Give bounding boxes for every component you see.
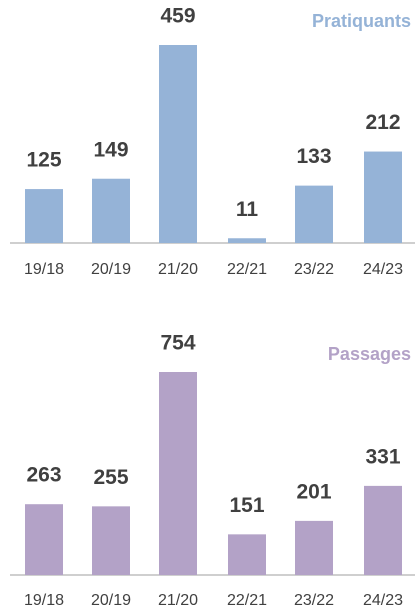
data-label: 149 (93, 138, 128, 161)
x-tick-label: 19/18 (24, 592, 64, 609)
x-tick-label: 21/20 (158, 261, 198, 278)
bar (25, 504, 63, 575)
data-label: 133 (296, 145, 331, 168)
bar (159, 372, 197, 575)
bar (364, 151, 402, 243)
bar (92, 178, 130, 243)
data-label: 125 (26, 149, 61, 172)
data-label: 255 (93, 466, 128, 489)
data-label: 151 (229, 494, 264, 517)
bar (364, 485, 402, 575)
x-tick-label: 23/22 (294, 261, 334, 278)
bar (295, 520, 333, 575)
bar (228, 238, 266, 243)
bar (25, 189, 63, 243)
bar (92, 506, 130, 575)
x-tick-label: 24/23 (363, 592, 403, 609)
data-label: 754 (160, 332, 195, 355)
data-label: 201 (296, 480, 331, 503)
chart-title: Passages (328, 344, 411, 364)
x-tick-label: 23/22 (294, 592, 334, 609)
data-label: 459 (160, 5, 195, 28)
x-tick-label: 20/19 (91, 261, 131, 278)
x-tick-label: 22/21 (227, 592, 267, 609)
x-tick-label: 20/19 (91, 592, 131, 609)
bar (228, 534, 266, 575)
data-label: 331 (365, 445, 400, 468)
x-tick-label: 19/18 (24, 261, 64, 278)
x-tick-label: 24/23 (363, 261, 403, 278)
x-tick-label: 22/21 (227, 261, 267, 278)
bar (159, 45, 197, 243)
data-label: 263 (26, 464, 61, 487)
data-label: 11 (236, 198, 259, 221)
x-tick-label: 21/20 (158, 592, 198, 609)
data-label: 212 (365, 111, 400, 134)
bar (295, 185, 333, 243)
chart-title: Pratiquants (312, 11, 411, 31)
